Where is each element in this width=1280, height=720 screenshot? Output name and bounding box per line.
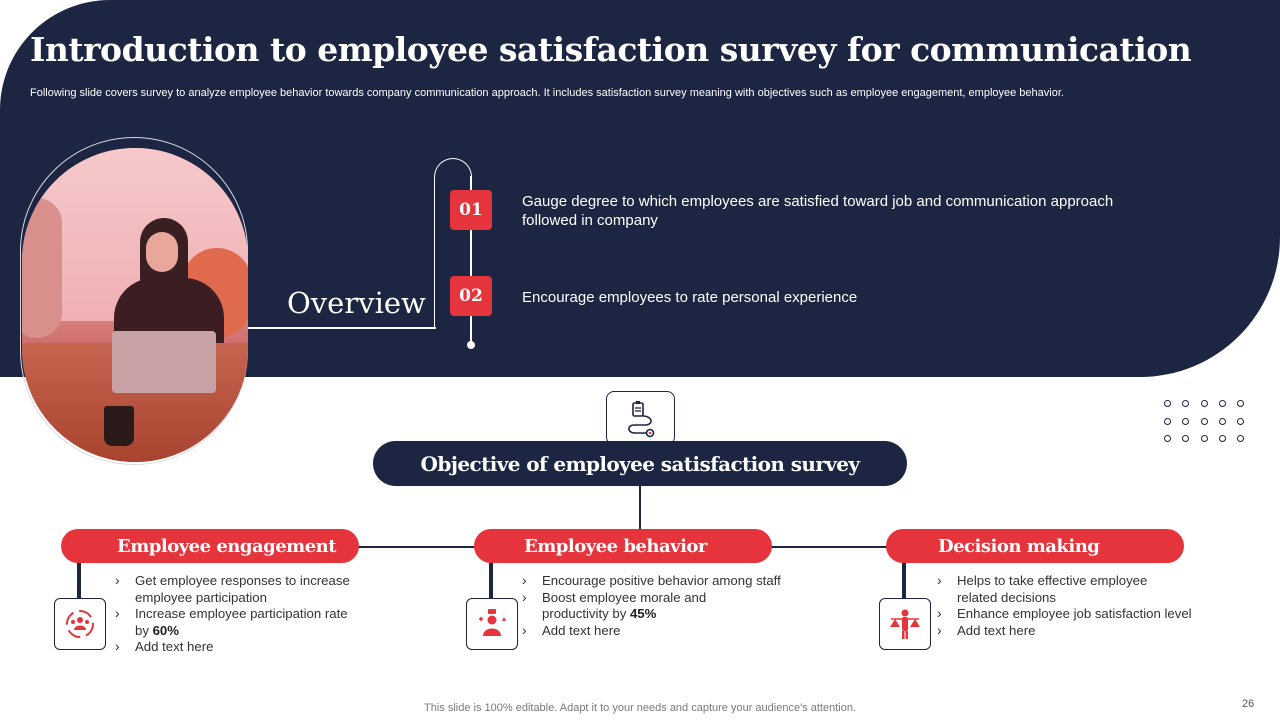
bullet-item: Add text here <box>937 622 1237 640</box>
overview-label: Overview <box>287 286 426 320</box>
connector-right <box>770 546 888 548</box>
overview-connector-line <box>248 327 436 329</box>
overview-bracket-tail <box>470 176 472 344</box>
footer-note: This slide is 100% editable. Adapt it to… <box>424 702 856 714</box>
balance-scale-person-icon <box>879 598 931 650</box>
decorative-dot-grid <box>1164 400 1246 446</box>
category-bullets: Encourage positive behavior among staff … <box>522 572 812 640</box>
survey-clipboard-icon <box>606 391 675 445</box>
category-accent-bar <box>489 563 493 603</box>
category-bullets: Get employee responses to increase emplo… <box>115 572 355 656</box>
bullet-item: Boost employee morale and productivity b… <box>522 589 742 623</box>
bullet-item: Add text here <box>115 638 355 656</box>
category-bullets: Helps to take effective employee related… <box>937 572 1237 640</box>
bullet-item: Encourage positive behavior among staff <box>522 572 812 590</box>
category-accent-bar <box>902 563 906 603</box>
point-number-badge: 01 <box>450 190 492 230</box>
objective-connector-vertical <box>639 486 641 529</box>
category-accent-bar <box>77 563 81 603</box>
point-text: Encourage employees to rate personal exp… <box>522 289 858 306</box>
bullet-item: Get employee responses to increase emplo… <box>115 572 355 606</box>
slide-subtitle: Following slide covers survey to analyze… <box>30 87 1064 99</box>
office-photo <box>22 148 248 462</box>
point-text: Gauge degree to which employees are sati… <box>522 193 1114 229</box>
bullet-item: Helps to take effective employee related… <box>937 572 1167 606</box>
category-decision-making: Decision making <box>886 529 1184 563</box>
bullet-item: Add text here <box>522 622 812 640</box>
page-number: 26 <box>1242 698 1255 710</box>
objective-title: Objective of employee satisfaction surve… <box>373 441 907 486</box>
overview-bracket-dot <box>467 341 475 349</box>
slide-title: Introduction to employee satisfaction su… <box>30 30 1192 69</box>
category-employee-engagement: Employee engagement <box>61 529 359 563</box>
team-cycle-icon <box>54 598 106 650</box>
category-employee-behavior: Employee behavior <box>474 529 772 563</box>
overview-bracket <box>434 158 472 329</box>
point-number-badge: 02 <box>450 276 492 316</box>
bullet-item: Enhance employee job satisfaction level <box>937 605 1237 623</box>
connector-left <box>358 546 476 548</box>
bullet-item: Increase employee participation rate by … <box>115 605 355 639</box>
behavior-person-icon <box>466 598 518 650</box>
